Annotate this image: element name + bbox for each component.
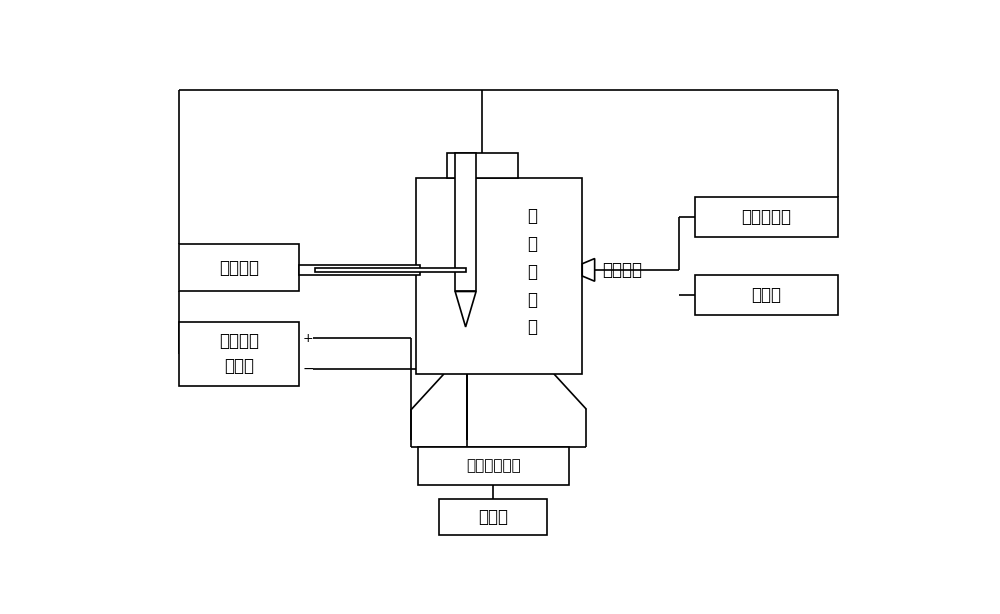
FancyBboxPatch shape: [179, 244, 299, 291]
FancyBboxPatch shape: [695, 196, 838, 237]
Text: 过滤回收单元: 过滤回收单元: [466, 459, 521, 473]
Text: +: +: [302, 332, 313, 345]
FancyBboxPatch shape: [418, 447, 569, 485]
Text: 光纤探头: 光纤探头: [602, 261, 642, 279]
Text: −: −: [302, 362, 314, 376]
FancyBboxPatch shape: [299, 265, 420, 274]
FancyBboxPatch shape: [416, 177, 582, 374]
Polygon shape: [455, 292, 476, 327]
FancyBboxPatch shape: [695, 274, 838, 315]
Text: 光谱仪: 光谱仪: [751, 286, 781, 304]
FancyBboxPatch shape: [439, 499, 547, 535]
FancyBboxPatch shape: [447, 153, 518, 177]
Text: 真空泵: 真空泵: [478, 508, 508, 526]
Text: 微型控制器: 微型控制器: [741, 208, 791, 226]
Text: 步进电机: 步进电机: [219, 258, 259, 276]
Text: 粉
尘
收
集
器: 粉 尘 收 集 器: [527, 208, 537, 336]
FancyBboxPatch shape: [455, 153, 476, 292]
FancyBboxPatch shape: [179, 322, 299, 386]
FancyBboxPatch shape: [315, 268, 466, 272]
Polygon shape: [582, 258, 595, 281]
Text: 高压脉冲
发生器: 高压脉冲 发生器: [219, 332, 259, 375]
